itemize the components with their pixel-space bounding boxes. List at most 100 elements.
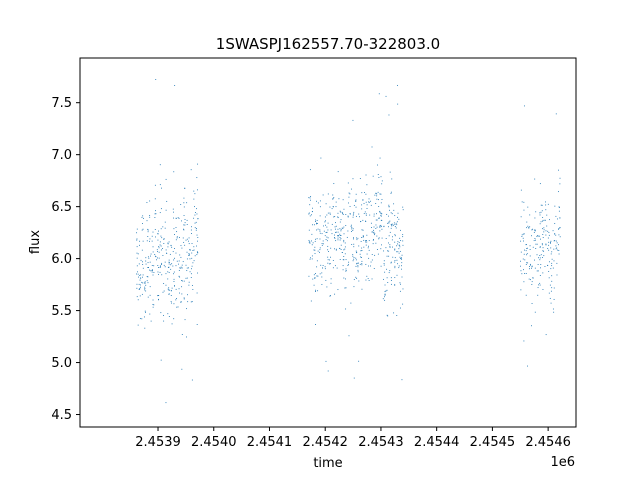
data-point — [186, 267, 188, 269]
data-point — [168, 293, 170, 295]
data-point — [327, 193, 329, 195]
data-point — [383, 263, 385, 264]
data-point — [528, 227, 530, 229]
data-point — [389, 209, 391, 211]
data-point — [149, 214, 151, 216]
data-point — [326, 214, 328, 216]
data-point — [383, 250, 385, 252]
data-point — [376, 198, 378, 200]
data-point — [160, 245, 162, 247]
data-point — [359, 178, 361, 180]
data-point — [390, 212, 392, 214]
data-point — [361, 247, 363, 249]
data-point — [376, 193, 378, 195]
data-point — [158, 273, 159, 275]
data-point — [136, 265, 138, 267]
data-point — [558, 210, 560, 212]
data-point — [193, 260, 195, 262]
data-point — [154, 253, 156, 255]
data-point — [396, 315, 398, 316]
data-point — [526, 221, 528, 223]
data-point — [529, 268, 530, 270]
x-axis-offset-label: 1e6 — [550, 455, 575, 470]
data-point — [370, 222, 372, 224]
data-point — [396, 84, 398, 86]
data-point — [186, 202, 188, 204]
data-point — [355, 265, 357, 267]
data-point — [351, 227, 353, 229]
data-point — [371, 259, 373, 261]
data-point — [154, 213, 156, 215]
data-point — [176, 236, 178, 238]
data-point — [191, 265, 193, 267]
data-point — [313, 249, 315, 251]
data-point — [152, 269, 153, 271]
data-point — [167, 271, 169, 273]
data-point — [547, 248, 549, 249]
data-point — [316, 266, 318, 268]
data-point — [319, 200, 321, 202]
data-point — [334, 265, 336, 267]
data-point — [349, 193, 351, 195]
data-point — [389, 171, 391, 173]
data-point — [353, 279, 355, 281]
data-point — [168, 287, 170, 289]
data-point — [309, 242, 311, 244]
data-point — [337, 235, 339, 237]
data-point — [540, 238, 541, 240]
data-point — [388, 215, 389, 217]
data-point — [399, 256, 401, 258]
data-point — [326, 240, 328, 242]
data-point — [396, 259, 398, 261]
data-point — [356, 252, 357, 254]
data-point — [316, 223, 317, 225]
data-point — [339, 228, 341, 230]
data-point — [553, 240, 555, 242]
data-point — [352, 119, 354, 121]
data-point — [193, 217, 195, 219]
data-point — [154, 198, 156, 200]
data-point — [355, 237, 357, 239]
data-point — [390, 227, 392, 229]
data-point — [379, 193, 381, 195]
data-point — [194, 206, 195, 208]
data-point — [539, 275, 541, 276]
data-point — [526, 253, 528, 255]
data-point — [402, 240, 404, 242]
data-point — [341, 211, 343, 213]
data-point — [339, 237, 341, 238]
data-point — [365, 263, 367, 265]
data-point — [180, 256, 182, 258]
data-point — [388, 221, 390, 223]
data-point — [559, 217, 561, 219]
data-point — [168, 263, 170, 265]
data-point — [163, 243, 165, 244]
data-point — [361, 264, 363, 266]
data-point — [536, 254, 538, 256]
data-point — [396, 274, 398, 276]
data-point — [376, 213, 377, 215]
data-point — [322, 267, 323, 269]
data-point — [379, 225, 381, 227]
data-point — [398, 252, 400, 254]
data-point — [308, 197, 310, 199]
data-point — [374, 234, 375, 236]
data-point — [548, 277, 550, 279]
y-axis: 4.5 5.0 5.5 6.0 6.5 7.0 7.5 — [51, 96, 80, 423]
data-point — [382, 298, 384, 300]
data-point — [384, 271, 386, 273]
data-point — [183, 197, 185, 199]
data-point — [154, 184, 156, 186]
data-point — [361, 237, 363, 238]
data-point — [309, 197, 311, 199]
data-point — [327, 249, 329, 251]
data-point — [332, 267, 334, 269]
data-point — [347, 215, 349, 217]
data-point — [321, 276, 323, 278]
data-point — [372, 175, 374, 177]
data-point — [380, 176, 382, 178]
data-point — [352, 228, 354, 230]
data-point — [344, 242, 346, 244]
data-point — [329, 212, 331, 214]
data-point — [308, 212, 310, 214]
